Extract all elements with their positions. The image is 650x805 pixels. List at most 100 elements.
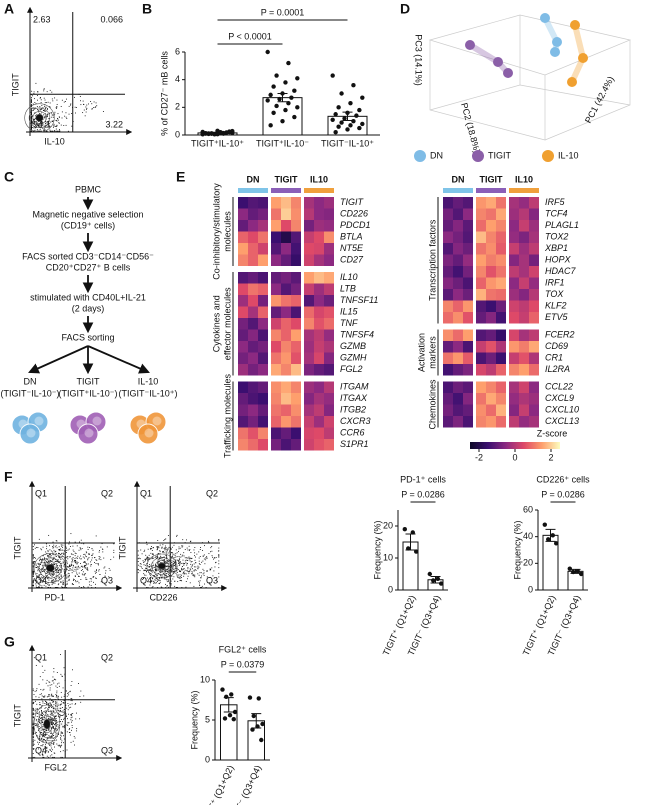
event-dot bbox=[44, 734, 45, 735]
event-dot bbox=[70, 691, 71, 692]
event-dot bbox=[58, 710, 59, 711]
event-dot bbox=[50, 687, 51, 688]
event-dot bbox=[84, 110, 85, 111]
event-dot bbox=[157, 587, 158, 588]
heatmap-cell bbox=[324, 364, 334, 376]
event-dot bbox=[67, 584, 68, 585]
event-dot bbox=[42, 559, 43, 560]
event-dot bbox=[37, 566, 38, 567]
event-dot bbox=[33, 689, 34, 690]
event-dot bbox=[43, 114, 44, 115]
heatmap-cell bbox=[463, 209, 473, 221]
event-dot bbox=[90, 578, 91, 579]
heatmap-cell bbox=[258, 428, 268, 440]
heatmap-cell bbox=[271, 405, 281, 417]
event-dot bbox=[204, 545, 205, 546]
event-dot bbox=[37, 95, 38, 96]
event-dot bbox=[52, 736, 53, 737]
event-dot bbox=[71, 722, 72, 723]
event-dot bbox=[44, 98, 45, 99]
event-dot bbox=[69, 106, 70, 107]
event-dot bbox=[31, 100, 32, 101]
event-dot bbox=[192, 561, 193, 562]
event-dot bbox=[99, 550, 100, 551]
column-color-bar bbox=[238, 188, 268, 193]
event-dot bbox=[218, 573, 219, 574]
event-dot bbox=[67, 569, 68, 570]
event-dot bbox=[160, 556, 161, 557]
event-dot bbox=[43, 703, 44, 704]
event-dot bbox=[51, 117, 52, 118]
event-dot bbox=[166, 566, 167, 567]
heatmap-cell bbox=[238, 353, 248, 365]
event-dot bbox=[59, 721, 60, 722]
event-dot bbox=[31, 127, 32, 128]
event-dot bbox=[51, 754, 52, 755]
event-dot bbox=[31, 131, 32, 132]
event-dot bbox=[53, 704, 54, 705]
heatmap-cell bbox=[314, 428, 324, 440]
event-dot bbox=[211, 546, 212, 547]
event-dot bbox=[60, 721, 61, 722]
event-dot bbox=[51, 722, 52, 723]
event-dot bbox=[79, 542, 80, 543]
event-dot bbox=[33, 732, 34, 733]
event-dot bbox=[52, 702, 53, 703]
event-dot bbox=[76, 730, 77, 731]
event-dot bbox=[93, 550, 94, 551]
event-dot bbox=[40, 689, 41, 690]
gene-label: IL15 bbox=[340, 307, 359, 317]
quadrant-label: 0.066 bbox=[100, 14, 123, 24]
event-dot bbox=[147, 565, 148, 566]
event-dot bbox=[189, 570, 190, 571]
cell-nucleus bbox=[145, 429, 154, 438]
event-dot bbox=[161, 558, 162, 559]
event-dot bbox=[56, 580, 57, 581]
event-dot bbox=[104, 566, 105, 567]
event-dot bbox=[204, 584, 205, 585]
event-dot bbox=[55, 706, 56, 707]
event-dot bbox=[211, 567, 212, 568]
event-dot bbox=[36, 725, 37, 726]
event-dot bbox=[177, 572, 178, 573]
heatmap-cell bbox=[529, 243, 539, 255]
p-value: P = 0.0286 bbox=[401, 489, 445, 499]
event-dot bbox=[198, 581, 199, 582]
event-dot bbox=[40, 558, 41, 559]
event-dot bbox=[33, 733, 34, 734]
event-dot bbox=[152, 578, 153, 579]
cell-nucleus bbox=[35, 417, 44, 426]
event-dot bbox=[51, 695, 52, 696]
heatmap-cell bbox=[476, 301, 486, 313]
event-dot bbox=[56, 697, 57, 698]
event-dot bbox=[157, 546, 158, 547]
event-dot bbox=[53, 668, 54, 669]
event-dot bbox=[190, 552, 191, 553]
event-dot bbox=[179, 578, 180, 579]
pca-point bbox=[550, 47, 560, 57]
event-dot bbox=[183, 560, 184, 561]
event-dot bbox=[34, 757, 35, 758]
event-dot bbox=[57, 710, 58, 711]
event-dot bbox=[40, 734, 41, 735]
event-dot bbox=[41, 717, 42, 718]
event-dot bbox=[190, 541, 191, 542]
event-dot bbox=[58, 704, 59, 705]
event-dot bbox=[152, 567, 153, 568]
event-dot bbox=[64, 564, 65, 565]
event-dot bbox=[63, 554, 64, 555]
heatmap-cell bbox=[281, 318, 291, 330]
event-dot bbox=[53, 115, 54, 116]
event-dot bbox=[152, 558, 153, 559]
event-dot bbox=[152, 572, 153, 573]
event-dot bbox=[157, 581, 158, 582]
event-dot bbox=[59, 716, 60, 717]
event-dot bbox=[31, 119, 32, 120]
event-dot bbox=[33, 566, 34, 567]
heatmap-cell bbox=[476, 312, 486, 324]
event-dot bbox=[31, 102, 32, 103]
event-dot bbox=[72, 703, 73, 704]
event-dot bbox=[55, 579, 56, 580]
event-dot bbox=[57, 131, 58, 132]
event-dot bbox=[49, 707, 50, 708]
